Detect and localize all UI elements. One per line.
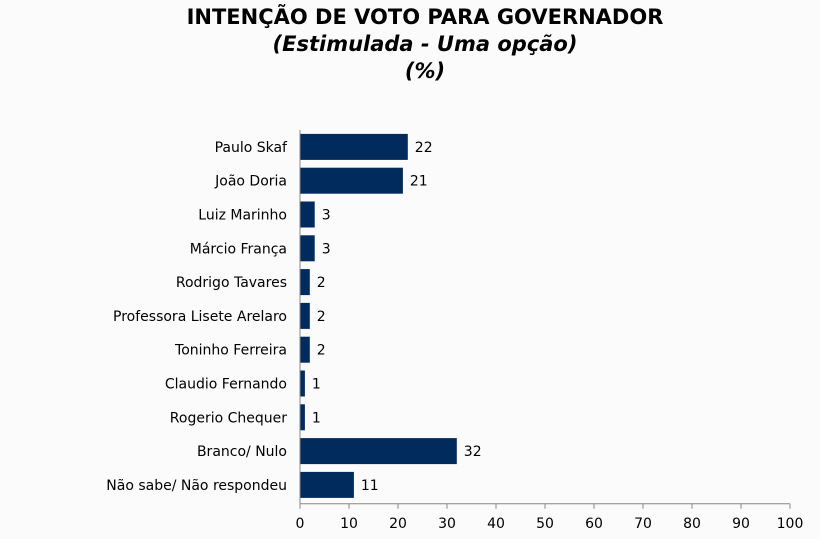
category-label: Branco/ Nulo: [197, 444, 287, 460]
bar: [300, 167, 403, 194]
data-label: 2: [317, 275, 326, 291]
bar: [300, 404, 305, 431]
bar: [300, 336, 310, 363]
x-tick-label: 0: [296, 516, 305, 532]
data-label: 2: [317, 309, 326, 325]
x-tick-label: 40: [487, 516, 505, 532]
data-label: 11: [361, 478, 379, 494]
data-label: 21: [410, 174, 428, 190]
x-tick-label: 30: [438, 516, 456, 532]
bar: [300, 370, 305, 397]
category-label: Toninho Ferreira: [174, 343, 287, 359]
data-label: 32: [464, 444, 482, 460]
data-label: 3: [322, 241, 331, 257]
bar: [300, 235, 315, 262]
bar: [300, 201, 315, 228]
data-label: 1: [312, 410, 321, 426]
category-label: Rogerio Chequer: [170, 410, 287, 426]
x-tick-label: 70: [634, 516, 652, 532]
x-tick-label: 60: [585, 516, 603, 532]
bar: [300, 302, 310, 329]
data-label: 3: [322, 208, 331, 224]
category-label: Rodrigo Tavares: [176, 275, 287, 291]
chart-title-block: INTENÇÃO DE VOTO PARA GOVERNADOR (Estimu…: [0, 4, 820, 85]
x-tick-label: 90: [732, 516, 750, 532]
data-label: 1: [312, 377, 321, 393]
category-label: Paulo Skaf: [215, 140, 288, 156]
x-tick-label: 20: [389, 516, 407, 532]
x-tick-label: 100: [777, 516, 804, 532]
chart-title: INTENÇÃO DE VOTO PARA GOVERNADOR: [186, 5, 664, 29]
category-label: Luiz Marinho: [198, 208, 287, 224]
x-tick-label: 10: [340, 516, 358, 532]
bar: [300, 471, 354, 498]
bar: [300, 269, 310, 296]
category-label: Márcio França: [190, 241, 287, 257]
bar: [300, 133, 408, 160]
chart-unit-label: (%): [404, 59, 446, 83]
category-label: Não sabe/ Não respondeu: [106, 478, 287, 494]
category-label: Professora Lisete Arelaro: [113, 309, 287, 325]
data-label: 2: [317, 343, 326, 359]
data-label: 22: [415, 140, 433, 156]
category-label: Claudio Fernando: [165, 377, 287, 393]
x-tick-label: 50: [536, 516, 554, 532]
chart-subtitle: (Estimulada - Uma opção): [272, 32, 578, 56]
bar: [300, 438, 457, 465]
x-tick-label: 80: [683, 516, 701, 532]
category-label: João Doria: [214, 174, 287, 190]
